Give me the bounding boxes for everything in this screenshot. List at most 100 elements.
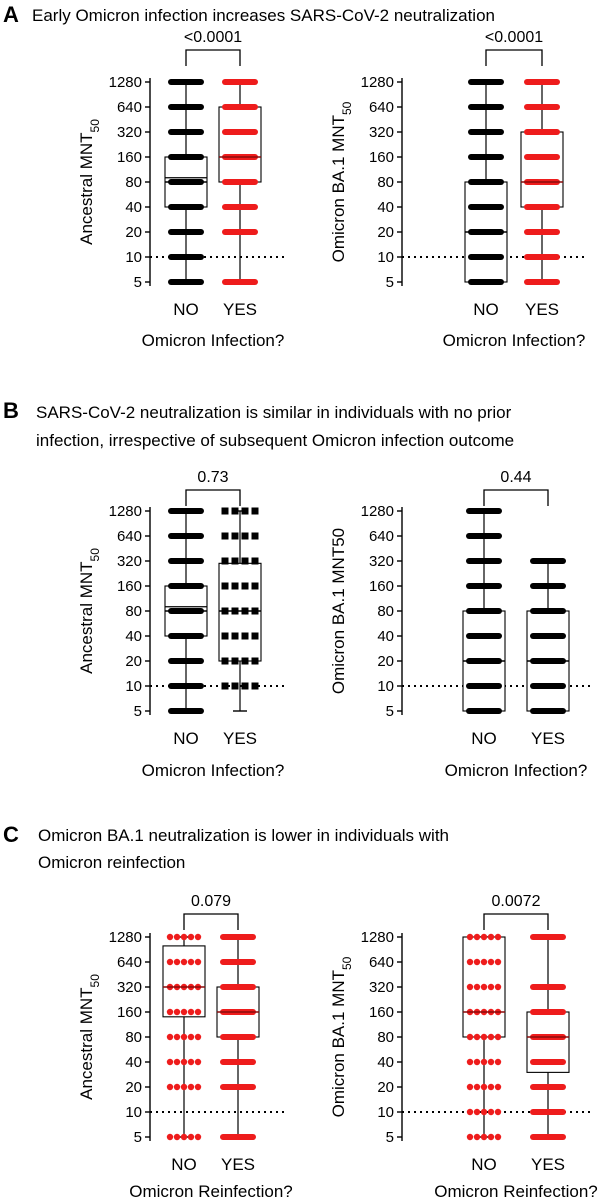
data-point <box>473 1083 481 1091</box>
y-axis-label: Omicron BA.1 MNT50 <box>329 956 354 1117</box>
chart-2: 5 10 20 40 80 160 320 640 1280 NO YES Omicron Infec… <box>329 29 588 350</box>
data-point <box>187 933 195 941</box>
x-tick-label: YES <box>525 300 559 319</box>
data-point <box>194 933 202 941</box>
data-point <box>487 1058 495 1066</box>
y-tick-label: 20 <box>125 224 142 241</box>
data-point <box>221 582 229 590</box>
data-point <box>251 557 259 565</box>
x-axis-label: Omicron Infection? <box>142 761 285 780</box>
data-point <box>494 1133 502 1141</box>
y-tick-label: 640 <box>369 954 394 971</box>
y-tick-label: 40 <box>377 1054 394 1071</box>
data-point <box>166 933 174 941</box>
data-point <box>187 958 195 966</box>
box-group <box>462 933 506 1141</box>
data-point <box>231 632 239 640</box>
box-group <box>164 508 208 714</box>
x-tick-label: NO <box>471 1155 497 1174</box>
y-tick-label: 40 <box>377 199 394 216</box>
data-point <box>487 1108 495 1116</box>
data-point <box>166 1008 174 1016</box>
data-point <box>194 1133 202 1141</box>
data-point <box>466 1133 474 1141</box>
data-point <box>187 1033 195 1041</box>
data-point <box>466 933 474 941</box>
x-tick-label: YES <box>221 1155 255 1174</box>
data-point <box>231 507 239 515</box>
data-point <box>221 557 229 565</box>
data-point <box>466 958 474 966</box>
chart-1: 5 10 20 40 80 160 320 640 1280 NO YES Omicron Infec… <box>77 29 286 350</box>
y-tick-label: 320 <box>117 124 142 141</box>
data-point <box>166 958 174 966</box>
box-group <box>164 79 208 285</box>
data-point <box>487 958 495 966</box>
y-tick-label: 10 <box>377 249 394 266</box>
panel-title: Early Omicron infection increases SARS-C… <box>32 6 495 25</box>
y-axis-label: Omicron BA.1 MNT50 <box>329 528 348 694</box>
panel-letter: A <box>3 2 19 27</box>
y-tick-label: 40 <box>377 628 394 645</box>
data-point <box>480 983 488 991</box>
data-point <box>251 532 259 540</box>
y-tick-label: 20 <box>125 653 142 670</box>
y-tick-label: 10 <box>125 1104 142 1121</box>
data-point <box>221 682 229 690</box>
panel-c-header: C Omicron BA.1 neutralization is lower i… <box>3 822 449 872</box>
y-tick-label: 160 <box>369 1004 394 1021</box>
x-axis-label: Omicron Infection? <box>445 761 588 780</box>
panel-title-line: Omicron reinfection <box>38 853 185 872</box>
data-point <box>194 1058 202 1066</box>
data-point <box>487 1033 495 1041</box>
y-tick-label: 80 <box>377 603 394 620</box>
data-point <box>187 1133 195 1141</box>
x-axis-label: Omicron Reinfection? <box>434 1182 597 1200</box>
data-point <box>173 933 181 941</box>
p-value-label: 0.44 <box>500 469 531 486</box>
y-tick-label: 80 <box>125 1029 142 1046</box>
y-tick-label: 40 <box>125 199 142 216</box>
data-point <box>173 1083 181 1091</box>
panel-title-line: SARS-CoV-2 neutralization is similar in … <box>36 403 512 422</box>
data-point <box>494 1058 502 1066</box>
data-point <box>231 557 239 565</box>
y-tick-label: 320 <box>117 979 142 996</box>
y-tick-label: 40 <box>125 628 142 645</box>
data-point <box>241 507 249 515</box>
data-point <box>180 1133 188 1141</box>
data-point <box>231 657 239 665</box>
y-tick-label: 10 <box>377 1104 394 1121</box>
data-point <box>487 1083 495 1091</box>
box-group <box>218 507 262 712</box>
chart-4: 5 10 20 40 80 160 320 640 1280 NO YES Omicron Infec… <box>329 469 594 780</box>
x-axis-label: Omicron Infection? <box>142 331 285 350</box>
y-tick-label: 160 <box>369 149 394 166</box>
data-point <box>173 1033 181 1041</box>
data-point <box>241 632 249 640</box>
data-point <box>187 1083 195 1091</box>
y-tick-label: 10 <box>125 678 142 695</box>
y-tick-label: 320 <box>369 979 394 996</box>
data-point <box>180 1083 188 1091</box>
panel-title-line: infection, irrespective of subsequent Om… <box>36 431 514 450</box>
y-tick-label: 80 <box>125 603 142 620</box>
significance-bracket <box>485 49 543 66</box>
data-point <box>473 958 481 966</box>
panel-title-line: Omicron BA.1 neutralization is lower in … <box>38 826 449 845</box>
y-tick-label: 320 <box>369 553 394 570</box>
data-point <box>180 1033 188 1041</box>
data-point <box>187 1008 195 1016</box>
x-tick-label: YES <box>531 1155 565 1174</box>
data-point <box>241 532 249 540</box>
p-value-label: <0.0001 <box>184 29 242 46</box>
data-point <box>473 933 481 941</box>
data-point <box>194 1033 202 1041</box>
chart-3: 5 10 20 40 80 160 320 640 1280 NO YES Omicron Infec… <box>77 469 286 780</box>
y-tick-label: 1280 <box>109 929 142 946</box>
data-point <box>251 632 259 640</box>
box-group <box>218 79 262 285</box>
data-point <box>166 1083 174 1091</box>
data-point <box>480 1108 488 1116</box>
x-tick-label: NO <box>473 300 499 319</box>
